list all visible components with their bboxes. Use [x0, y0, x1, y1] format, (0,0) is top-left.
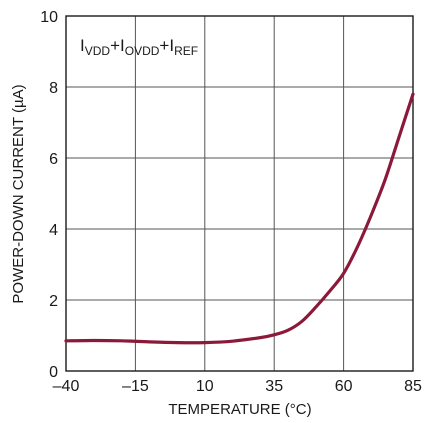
annotation-subscript: REF: [174, 44, 198, 58]
plot-frame: [65, 15, 414, 372]
series-line: [64, 92, 415, 345]
x-tick-label: 85: [404, 378, 422, 395]
x-axis-title: TEMPERATURE (°C): [168, 401, 311, 418]
grid: [66, 16, 413, 371]
annotation-subscript: VDD: [85, 44, 111, 58]
annotation-subscript: OVDD: [125, 44, 160, 58]
x-tick-label: 35: [265, 378, 283, 395]
y-tick-labels: 0 2 4 6 8 10: [40, 9, 58, 381]
curve-annotation: IVDD+IOVDD+IREF: [80, 36, 198, 58]
y-axis-title: POWER-DOWN CURRENT (µA): [10, 84, 27, 303]
x-tick-label: 10: [196, 378, 214, 395]
y-tick-label: 2: [49, 293, 58, 310]
x-tick-labels: –40 –15 10 35 60 85: [53, 378, 422, 395]
y-tick-label: 0: [49, 364, 58, 381]
annotation-text: I: [80, 36, 85, 55]
x-tick-label: –40: [53, 378, 80, 395]
x-tick-label: –15: [122, 378, 149, 395]
y-tick-label: 8: [49, 80, 58, 97]
x-tick-label: 60: [335, 378, 353, 395]
y-tick-label: 10: [40, 9, 58, 26]
y-tick-label: 4: [49, 222, 58, 239]
y-tick-label: 6: [49, 151, 58, 168]
annotation-text: +I: [110, 36, 125, 55]
annotation-text: +I: [159, 36, 174, 55]
